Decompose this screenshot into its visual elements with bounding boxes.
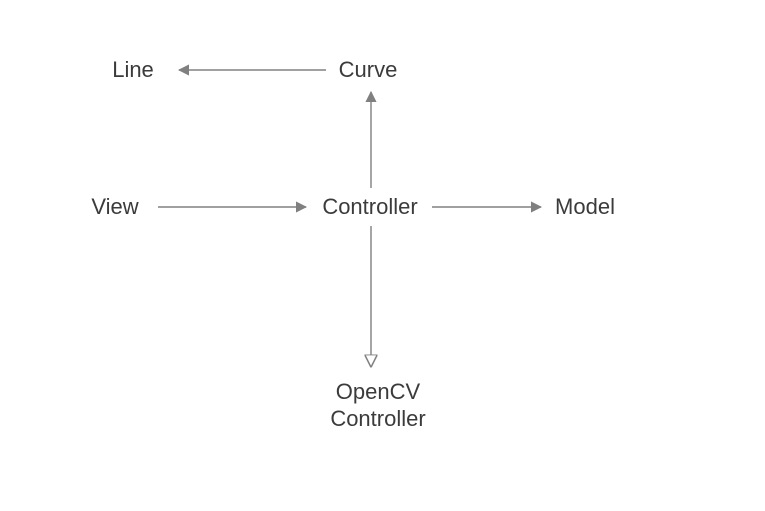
node-model: Model xyxy=(550,193,620,221)
node-line: Line xyxy=(103,56,163,84)
node-controller: Controller xyxy=(315,193,425,221)
node-opencv-controller: OpenCV Controller xyxy=(318,377,438,433)
node-curve: Curve xyxy=(333,56,403,84)
node-view: View xyxy=(85,193,145,221)
diagram-canvas: Line Curve View Controller Model OpenCV … xyxy=(0,0,765,511)
